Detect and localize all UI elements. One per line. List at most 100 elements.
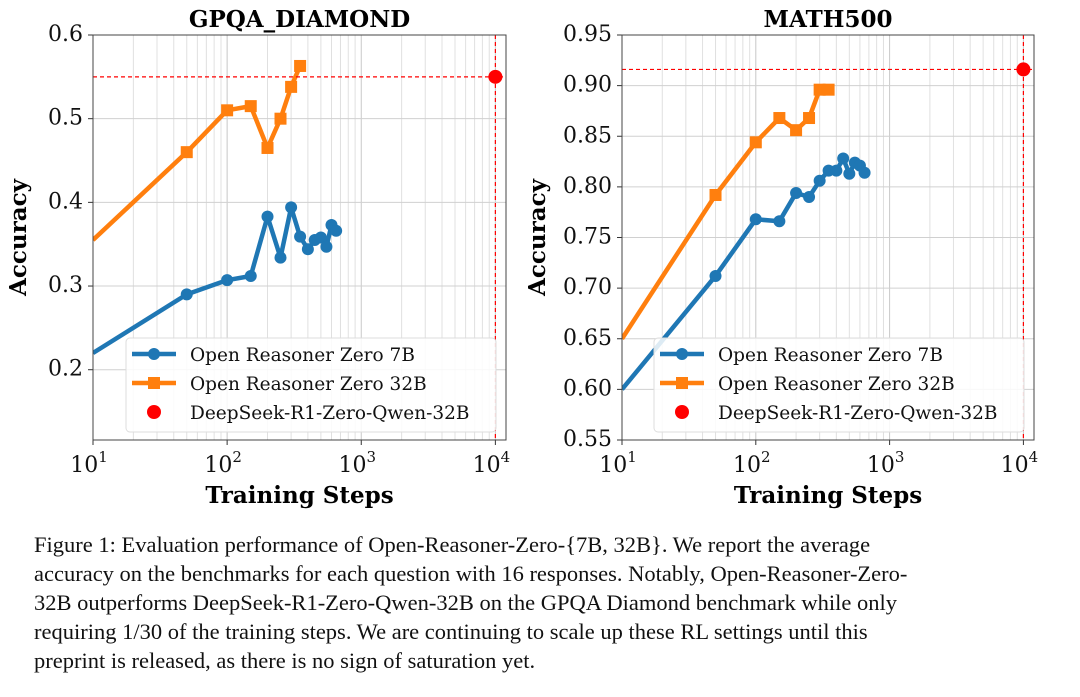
- data-point-7b: [803, 191, 816, 203]
- y-tick-label: 0.75: [563, 225, 612, 250]
- legend-marker: [675, 405, 689, 419]
- x-tick-exponent: 3: [366, 448, 376, 466]
- data-point-7b: [330, 224, 343, 237]
- legend-marker: [676, 348, 688, 360]
- x-tick-exponent: 1: [627, 448, 637, 466]
- x-tick-label: 102: [204, 448, 242, 478]
- legend-marker: [147, 405, 161, 419]
- x-tick-exponent: 2: [232, 448, 242, 466]
- y-tick-label: 0.2: [48, 357, 83, 382]
- legend-marker: [148, 377, 160, 389]
- x-tick-exponent: 2: [761, 448, 771, 466]
- data-point-32b: [244, 100, 257, 113]
- data-point-32b: [803, 112, 816, 125]
- chart-title: GPQA_DIAMOND: [189, 6, 410, 33]
- data-point-7b: [244, 269, 257, 282]
- data-point-deepseek: [1016, 62, 1031, 77]
- caption-line: preprint is released, as there is no sig…: [34, 648, 536, 673]
- data-point-7b: [813, 174, 826, 187]
- y-tick-label: 0.4: [48, 189, 83, 214]
- data-point-7b: [709, 269, 722, 282]
- data-point-7b: [314, 231, 327, 244]
- x-tick-label: 102: [733, 448, 771, 478]
- caption-line: 32B outperforms DeepSeek-R1-Zero-Qwen-32…: [34, 590, 897, 615]
- chart-0: 0.2 0.3 0.4 0.5 0.6 101 102 103 104 GPQA_DIAMOND T…: [5, 6, 510, 509]
- y-tick-label: 0.90: [563, 73, 612, 98]
- data-point-7b: [773, 215, 786, 228]
- data-point-32b: [709, 188, 722, 201]
- data-point-7b: [843, 167, 856, 180]
- x-tick-label: 104: [473, 448, 511, 478]
- x-tick-label: 103: [338, 448, 376, 478]
- legend-box: [653, 337, 1025, 433]
- data-point-32b: [773, 112, 786, 125]
- legend: Open Reasoner Zero 7B Open Reasoner Zero …: [653, 337, 1025, 433]
- data-point-32b: [790, 124, 803, 137]
- data-point-7b: [180, 288, 193, 301]
- data-point-7b: [830, 164, 843, 177]
- plot-frame: [621, 34, 1035, 441]
- legend-label: DeepSeek-R1-Zero-Qwen-32B: [718, 403, 998, 424]
- x-tick-exponent: 1: [98, 448, 108, 466]
- data-point-7b: [294, 230, 307, 243]
- x-tick-label: 104: [1001, 448, 1039, 478]
- y-axis-label: Accuracy: [524, 178, 551, 297]
- data-point-32b: [294, 59, 307, 72]
- data-point-32b: [180, 146, 193, 159]
- legend-label: Open Reasoner Zero 32B: [190, 374, 427, 395]
- y-axis-label: Accuracy: [5, 178, 32, 297]
- legend: Open Reasoner Zero 7B Open Reasoner Zero …: [125, 337, 497, 433]
- y-tick-label: 0.60: [563, 376, 612, 401]
- caption-line: requiring 1/30 of the training steps. We…: [34, 619, 868, 644]
- data-point-32b: [822, 83, 835, 96]
- data-point-32b: [274, 112, 287, 125]
- data-point-7b: [858, 166, 871, 179]
- x-tick-exponent: 4: [501, 448, 511, 466]
- data-point-7b: [749, 213, 762, 226]
- legend-label: Open Reasoner Zero 7B: [718, 345, 943, 366]
- chart-title: MATH500: [764, 6, 893, 33]
- legend-label: Open Reasoner Zero 32B: [718, 374, 955, 395]
- data-point-7b: [285, 201, 298, 214]
- y-tick-label: 0.3: [48, 273, 83, 298]
- y-tick-label: 0.95: [563, 22, 612, 47]
- data-point-7b: [301, 243, 314, 256]
- data-point-7b: [790, 186, 803, 199]
- x-axis-label: Training Steps: [205, 482, 393, 509]
- data-point-7b: [261, 210, 274, 223]
- x-tick-exponent: 3: [895, 448, 905, 466]
- data-point-32b: [221, 104, 234, 117]
- figure-charts: 0.2 0.3 0.4 0.5 0.6 101 102 103 104 GPQA_DIAMOND T…: [5, 6, 1038, 509]
- y-tick-label: 0.65: [563, 326, 612, 351]
- data-point-32b: [749, 136, 762, 149]
- plot-area: [622, 35, 1034, 440]
- y-tick-label: 0.5: [48, 106, 83, 131]
- y-tick-label: 0.85: [563, 123, 612, 148]
- plot-frame: [92, 34, 507, 441]
- x-tick-exponent: 4: [1029, 448, 1039, 466]
- x-tick-label: 103: [867, 448, 905, 478]
- y-tick-label: 0.80: [563, 174, 612, 199]
- y-tick-label: 0.55: [563, 427, 612, 452]
- data-point-deepseek: [488, 69, 503, 84]
- data-point-7b: [320, 240, 333, 253]
- x-tick-label: 101: [70, 448, 108, 478]
- y-tick-label: 0.6: [48, 22, 83, 47]
- figure-caption: Figure 1: Evaluation performance of Open…: [34, 530, 1064, 675]
- caption-line: Figure 1: Evaluation performance of Open…: [34, 532, 871, 557]
- plot-area: [93, 35, 506, 440]
- caption-line: accuracy on the benchmarks for each ques…: [34, 561, 908, 586]
- data-point-7b: [221, 274, 234, 287]
- legend-box: [125, 337, 497, 433]
- data-point-7b: [274, 251, 287, 264]
- x-tick-label: 101: [599, 448, 637, 478]
- y-tick-label: 0.70: [563, 275, 612, 300]
- data-point-32b: [261, 141, 274, 154]
- legend-label: Open Reasoner Zero 7B: [190, 345, 415, 366]
- data-point-32b: [285, 80, 298, 93]
- legend-marker: [148, 348, 160, 360]
- legend-marker: [676, 377, 688, 389]
- x-axis-label: Training Steps: [734, 482, 922, 509]
- data-point-7b: [837, 152, 850, 165]
